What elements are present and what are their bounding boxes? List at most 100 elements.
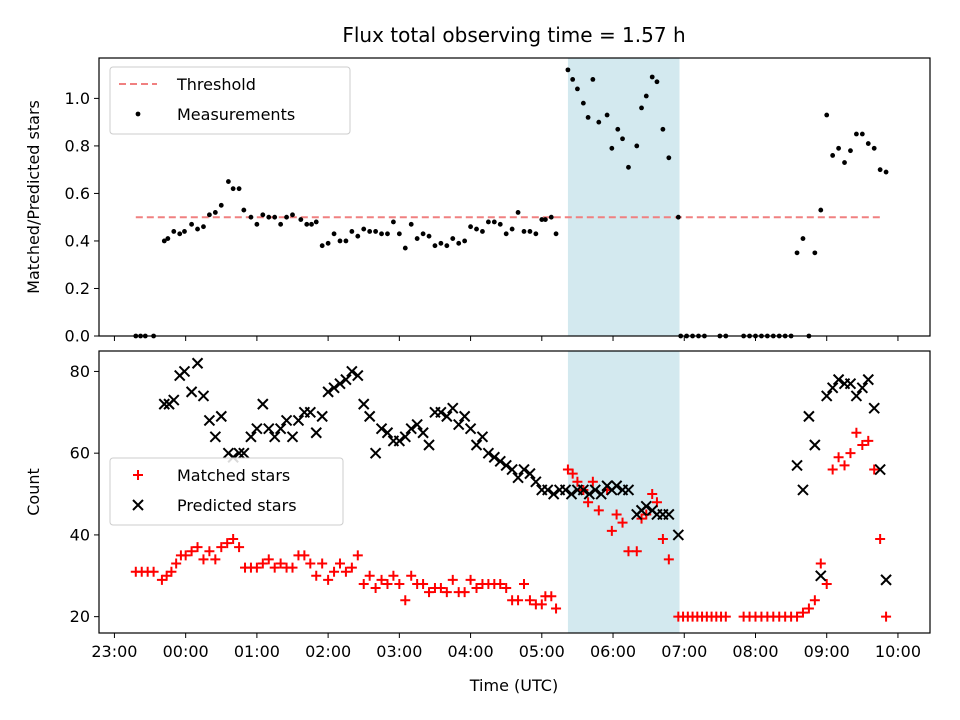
measurement-point [654, 79, 660, 85]
x-tick-label: 02:00 [305, 642, 351, 661]
predicted-star-point [197, 390, 210, 402]
measurement-point [236, 186, 242, 192]
predicted-star-point [874, 463, 886, 476]
matched-star-point [606, 525, 617, 536]
x-tick-label: 08:00 [732, 642, 778, 661]
measurement-point [515, 210, 521, 215]
predicted-star-point [322, 386, 334, 398]
measurement-point [444, 243, 450, 249]
matched-star-point [827, 464, 838, 475]
y-tick-label: 1.0 [65, 89, 90, 108]
matched-star-point [657, 534, 668, 544]
measurement-point [848, 148, 853, 154]
predicted-star-point [470, 439, 483, 451]
measurement-point [414, 236, 420, 241]
matched-star-point [287, 562, 298, 573]
matched-star-point [593, 505, 604, 516]
matched-star-point [821, 578, 832, 589]
x-axis-label: Time (UTC) [469, 676, 558, 695]
matched-star-point [317, 558, 328, 569]
measurement-point [474, 226, 479, 232]
predicted-star-point [565, 488, 578, 500]
matched-star-point [536, 599, 547, 610]
measurement-point [230, 186, 236, 192]
predicted-star-point [583, 488, 595, 500]
predicted-star-point [375, 422, 388, 435]
predicted-star-point [458, 410, 471, 423]
measurement-point [367, 229, 373, 234]
predicted-star-point [191, 357, 204, 369]
measurement-point [248, 214, 254, 220]
measurement-point [309, 221, 314, 227]
measurement-point [325, 240, 331, 246]
measurement-point [337, 238, 343, 244]
predicted-star-point [209, 431, 222, 443]
measurement-point [161, 238, 167, 244]
measurement-point [853, 131, 859, 137]
measurement-point [290, 212, 295, 218]
x-tick-label: 05:00 [519, 642, 565, 661]
measurement-point [480, 229, 485, 234]
predicted-star-point [435, 406, 447, 419]
measurement-point [361, 226, 367, 232]
predicted-star-point [850, 390, 863, 402]
measurement-point [331, 231, 337, 237]
x-tick-label: 00:00 [163, 642, 209, 661]
top-panel: Flux total observing time = 1.57 h Match… [24, 23, 931, 346]
measurement-point [580, 100, 586, 106]
matched-star-point [394, 578, 405, 589]
predicted-star-point [399, 431, 411, 443]
measurement-point [521, 229, 527, 234]
measurement-point [675, 214, 681, 220]
matched-star-point [803, 603, 814, 614]
y-tick-label: 0.2 [65, 279, 90, 298]
predicted-star-point [233, 447, 245, 459]
predicted-star-point [369, 447, 382, 459]
predicted-star-point [488, 451, 501, 463]
measurement-point [615, 126, 621, 132]
matched-star-point [370, 583, 381, 594]
measurement-point [462, 238, 468, 244]
predicted-star-point [595, 488, 607, 500]
measurement-point [468, 224, 473, 230]
predicted-star-point [363, 410, 376, 423]
matched-star-point [881, 611, 892, 622]
predicted-star-point [358, 398, 370, 410]
predicted-star-point [577, 484, 590, 496]
matched-star-point [340, 566, 351, 577]
measurement-point [859, 131, 865, 137]
predicted-star-point [340, 373, 352, 386]
matched-star-point [857, 440, 868, 450]
matched-star-point [863, 435, 874, 446]
matched-star-point [875, 534, 886, 544]
measurement-point [319, 243, 325, 249]
y-tick-label: 0.0 [65, 327, 90, 346]
predicted-star-point [310, 427, 322, 439]
predicted-star-point [803, 410, 815, 423]
matched-star-point [148, 566, 159, 577]
matched-star-point [263, 554, 274, 565]
matched-star-point [269, 562, 280, 573]
measurement-point [871, 145, 877, 151]
predicted-star-point [880, 574, 892, 586]
matched-star-point [459, 587, 470, 598]
bottom-panel: Count Time (UTC) 23:00 00:00 01:00 02:00 03:… [24, 350, 931, 695]
matched-star-point [346, 562, 357, 573]
y-tick-label: 0.6 [65, 184, 90, 203]
y-tick-label: 60 [70, 444, 90, 463]
measurement-point [189, 221, 194, 227]
matched-star-point [465, 574, 476, 585]
legend-marker-measurements [135, 111, 141, 117]
matched-star-point [311, 570, 322, 581]
matched-star-point [192, 542, 203, 553]
measurement-point [298, 217, 304, 222]
chart-title: Flux total observing time = 1.57 h [342, 23, 685, 47]
measurement-point [553, 231, 559, 237]
matched-star-point [839, 460, 850, 471]
measurement-point [450, 236, 456, 241]
matched-star-point [567, 468, 578, 479]
x-tick-label: 01:00 [234, 642, 280, 661]
top-y-axis-label: Matched/Predicted stars [24, 100, 43, 294]
measurement-point [503, 231, 509, 237]
